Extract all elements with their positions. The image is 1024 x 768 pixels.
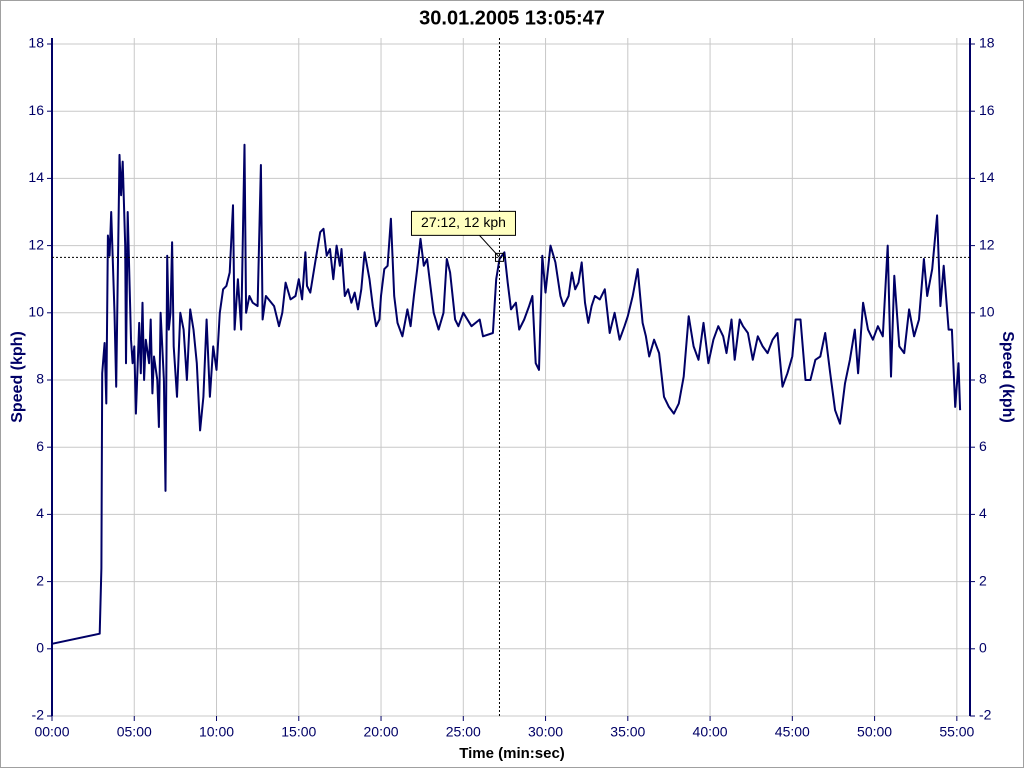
y2-tick-label: 12 xyxy=(979,236,995,252)
x-tick-label: 10:00 xyxy=(199,724,234,740)
y-tick-label: 12 xyxy=(28,236,44,252)
annotation-box xyxy=(410,210,516,236)
y2-tick-label: 18 xyxy=(979,35,995,51)
y-tick-label: 4 xyxy=(36,505,44,521)
annotation-pointer xyxy=(479,235,500,258)
x-tick-label: 05:00 xyxy=(117,724,152,740)
speed-line xyxy=(51,143,962,645)
y2-tick-label: 2 xyxy=(979,572,987,588)
y-tick-label: 0 xyxy=(36,640,44,656)
y-tick-label: 16 xyxy=(28,102,44,118)
y-tick-label: 8 xyxy=(36,371,44,387)
y-tick-label: -2 xyxy=(32,707,45,723)
x-tick-label: 25:00 xyxy=(446,724,481,740)
y2-tick-label: 10 xyxy=(979,304,995,320)
y2-tick-label: 8 xyxy=(979,371,987,387)
x-tick-label: 55:00 xyxy=(939,724,974,740)
y-tick-label: 6 xyxy=(36,438,44,454)
y-tick-label: 18 xyxy=(28,35,44,51)
y-tick-label: 10 xyxy=(28,304,44,320)
y-axis-label: Speed (kph) xyxy=(9,331,26,423)
y2-tick-label: 6 xyxy=(979,438,987,454)
y-tick-label: 2 xyxy=(36,572,44,588)
x-tick-label: 20:00 xyxy=(364,724,399,740)
x-tick-label: 45:00 xyxy=(775,724,810,740)
x-tick-label: 15:00 xyxy=(281,724,316,740)
y2-tick-label: 0 xyxy=(979,640,987,656)
x-tick-label: 30:00 xyxy=(528,724,563,740)
x-tick-label: 00:00 xyxy=(34,724,69,740)
x-axis-label: Time (min:sec) xyxy=(459,745,565,762)
x-tick-label: 40:00 xyxy=(693,724,728,740)
y2-tick-label: 16 xyxy=(979,102,995,118)
chart-title: 30.01.2005 13:05:47 xyxy=(419,7,605,29)
crosshair-marker xyxy=(494,252,504,262)
x-tick-label: 50:00 xyxy=(857,724,892,740)
y2-tick-label: 4 xyxy=(979,505,987,521)
x-tick-label: 35:00 xyxy=(610,724,645,740)
annotation-text: 27:12, 12 kph xyxy=(421,214,506,230)
y2-tick-label: -2 xyxy=(979,707,992,723)
y-tick-label: 14 xyxy=(28,169,44,185)
y2-tick-label: 14 xyxy=(979,169,995,185)
y2-axis-label: Speed (kph) xyxy=(999,331,1016,423)
